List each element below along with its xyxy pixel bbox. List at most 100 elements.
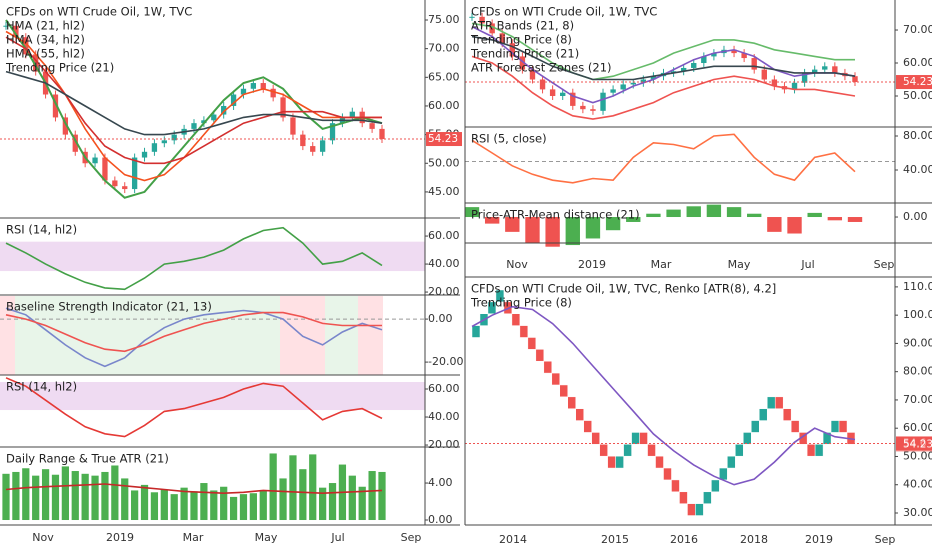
candle	[832, 66, 838, 73]
bar	[747, 213, 762, 218]
indicator-line	[5, 226, 383, 291]
renko-brick	[631, 432, 640, 445]
y-tick-label: 40.00	[903, 163, 932, 176]
candle	[630, 82, 636, 85]
y-tick-label: 50.00	[903, 89, 932, 102]
x-tick-label: 2019	[805, 533, 833, 546]
candle	[191, 123, 197, 129]
candle	[549, 89, 556, 96]
x-tick-label: 2016	[670, 533, 698, 546]
candle	[711, 53, 717, 57]
bar	[767, 217, 782, 232]
renko-brick	[814, 444, 824, 457]
y-tick-label: 4.00	[428, 476, 453, 489]
candle	[122, 186, 128, 190]
renko-brick	[822, 432, 832, 445]
legend-text: ATR Bands (21, 8)	[471, 19, 574, 33]
candle	[151, 143, 158, 152]
bull-zone	[15, 296, 280, 375]
price-label-bg	[896, 437, 932, 452]
renko-brick	[830, 420, 840, 433]
y-tick-label: 70.00	[903, 393, 932, 406]
renko-brick	[687, 503, 696, 516]
bull-zone	[325, 296, 358, 375]
candle	[519, 56, 526, 70]
indicator-line	[471, 22, 855, 81]
candle	[811, 69, 818, 73]
y-tick-label: 50.00	[903, 449, 932, 462]
renko-brick	[703, 491, 712, 504]
legend-text: Daily Range & True ATR (21)	[6, 452, 169, 466]
candle	[479, 16, 485, 24]
y-tick-label: 40.00	[428, 410, 460, 423]
y-tick-label: 110.00	[903, 280, 932, 293]
y-tick-label: 30.00	[903, 506, 932, 519]
x-tick-label: Mar	[183, 531, 204, 544]
y-tick-label: 75.00	[428, 13, 460, 26]
candle	[270, 88, 276, 98]
bar	[464, 207, 480, 218]
bar	[706, 204, 722, 218]
candle	[319, 140, 326, 152]
candle	[539, 79, 546, 90]
renko-brick	[671, 479, 680, 493]
renko-brick	[519, 325, 529, 338]
candle	[791, 82, 798, 90]
y-tick-label: 80.00	[903, 129, 932, 142]
y-tick-label: 0.00	[428, 513, 453, 526]
bar	[378, 471, 386, 521]
candle	[499, 33, 505, 44]
legend-text: Trending Price (21)	[5, 61, 114, 75]
bar	[827, 217, 843, 221]
indicator-line	[471, 133, 856, 184]
bar	[279, 478, 287, 521]
indicator-line	[5, 307, 383, 368]
bar	[358, 486, 366, 521]
renko-brick	[543, 360, 553, 374]
bar	[51, 474, 60, 521]
indicator-line	[5, 377, 383, 438]
price-label: 54.23	[903, 76, 932, 88]
x-tick-label: Sep	[874, 258, 895, 271]
bar	[348, 475, 356, 521]
y-tick-label: 40.00	[428, 257, 460, 270]
renko-brick	[759, 408, 768, 421]
candle	[62, 117, 69, 135]
candle	[230, 94, 237, 106]
renko-brick	[751, 420, 760, 433]
y-tick-label: 60.00	[903, 421, 932, 434]
x-tick-label: Sep	[875, 533, 896, 546]
bar	[787, 217, 802, 234]
candle	[751, 58, 757, 70]
y-tick-label: 20.00	[428, 438, 460, 451]
indicator-line	[5, 36, 382, 165]
renko-brick	[575, 408, 584, 421]
bar	[565, 217, 580, 246]
frame	[0, 0, 932, 526]
renko-brick	[711, 479, 720, 493]
bar	[239, 494, 248, 521]
candle	[590, 109, 596, 111]
charts: 45.0050.0055.0060.0065.0070.0075.0054.23…	[0, 5, 932, 546]
renko-brick	[527, 337, 537, 350]
y-tick-label: 70.00	[428, 42, 460, 55]
bar	[319, 487, 327, 521]
renko-brick	[790, 420, 800, 433]
bar	[368, 471, 376, 521]
bar	[525, 217, 540, 244]
legend-text: RSI (14, hl2)	[6, 380, 77, 394]
bar	[2, 473, 10, 521]
bar	[160, 489, 168, 521]
renko-brick	[495, 289, 505, 303]
indicator-line	[5, 19, 383, 199]
candle	[379, 128, 385, 140]
renko-brick	[806, 444, 816, 457]
x-tick-label: 2014	[499, 533, 527, 546]
y-tick-label: 80.00	[903, 365, 932, 378]
bar	[807, 212, 822, 218]
bar	[81, 473, 89, 521]
bar	[686, 206, 701, 218]
candle	[141, 151, 148, 158]
